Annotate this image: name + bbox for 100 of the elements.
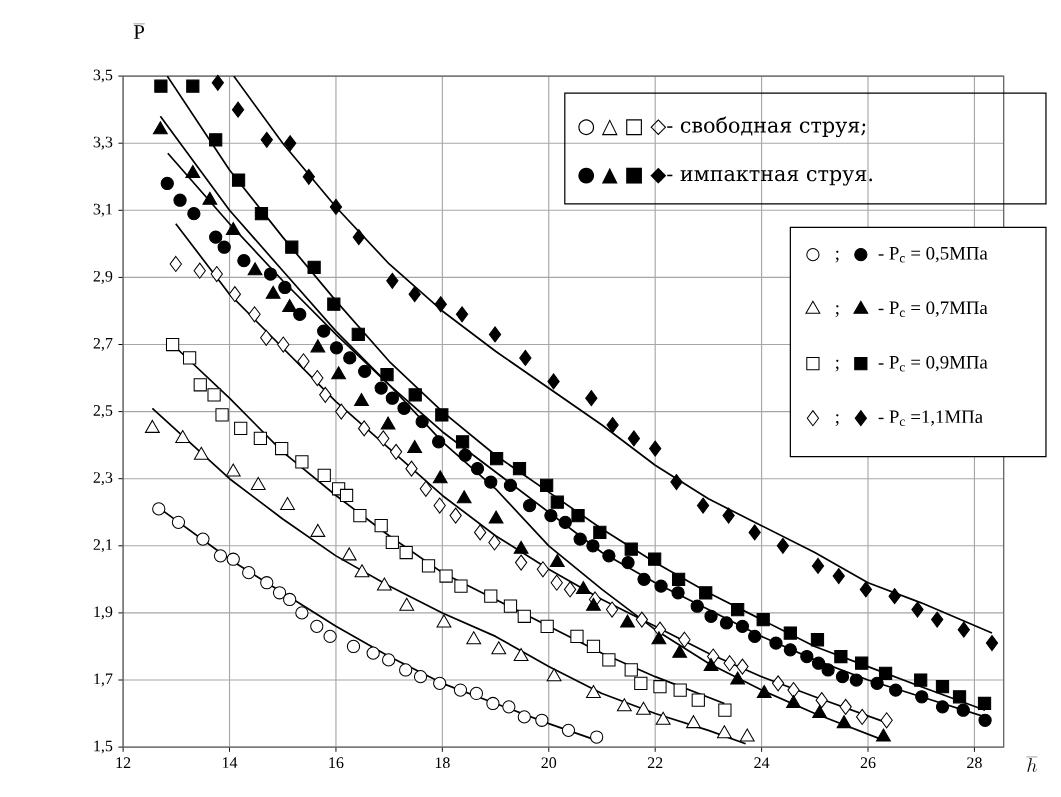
point bbox=[488, 510, 504, 524]
point bbox=[263, 267, 278, 281]
point bbox=[776, 537, 790, 554]
point bbox=[187, 207, 201, 221]
point bbox=[783, 643, 797, 657]
point bbox=[376, 577, 392, 591]
point bbox=[248, 306, 261, 323]
point bbox=[435, 408, 449, 422]
point bbox=[434, 296, 447, 313]
point bbox=[473, 524, 487, 541]
point bbox=[522, 498, 537, 513]
point bbox=[540, 619, 554, 633]
point bbox=[213, 549, 228, 563]
point bbox=[671, 586, 685, 600]
point bbox=[635, 611, 649, 628]
annotation: ; bbox=[835, 305, 839, 317]
y-tick-label: 3,1 bbox=[93, 203, 112, 217]
point bbox=[217, 240, 231, 254]
point bbox=[433, 497, 446, 514]
annotation: ; bbox=[835, 250, 839, 263]
point bbox=[329, 198, 343, 216]
point bbox=[606, 417, 619, 434]
annotation: ○ △ □ ◇- свободная струя; bbox=[578, 116, 866, 138]
point bbox=[696, 497, 710, 514]
point bbox=[835, 670, 850, 684]
point bbox=[573, 532, 587, 546]
point bbox=[783, 626, 797, 640]
point bbox=[466, 631, 482, 645]
legend-label: - P$_{c}$ = 0,7МПа bbox=[878, 301, 988, 317]
point bbox=[786, 695, 801, 709]
point bbox=[317, 468, 331, 483]
point bbox=[283, 592, 297, 607]
point bbox=[870, 676, 884, 691]
legend-label: - P$_{c}$ = 0,9МПа bbox=[878, 355, 988, 372]
point bbox=[193, 378, 207, 392]
point bbox=[399, 597, 415, 611]
x-tick-label: 28 bbox=[967, 757, 982, 769]
point bbox=[593, 525, 607, 540]
point bbox=[277, 336, 290, 353]
point bbox=[152, 121, 168, 135]
point bbox=[408, 388, 422, 402]
point bbox=[673, 683, 687, 697]
point bbox=[513, 648, 529, 662]
point bbox=[859, 581, 873, 598]
y-tick-label: 1,5 bbox=[94, 740, 113, 754]
point bbox=[302, 168, 315, 185]
point bbox=[455, 435, 470, 449]
point bbox=[536, 561, 550, 578]
point bbox=[716, 725, 732, 739]
point bbox=[169, 255, 182, 273]
point bbox=[380, 416, 396, 430]
annotation: ; bbox=[835, 414, 839, 426]
point bbox=[374, 381, 388, 395]
point bbox=[374, 519, 388, 533]
point bbox=[469, 686, 484, 701]
point bbox=[771, 675, 785, 692]
x-tick-label: 14 bbox=[222, 757, 238, 768]
point bbox=[165, 337, 180, 352]
point bbox=[513, 540, 529, 554]
point bbox=[380, 368, 394, 382]
point bbox=[547, 373, 560, 390]
point bbox=[517, 609, 531, 623]
point bbox=[832, 568, 845, 585]
point bbox=[486, 696, 500, 711]
point bbox=[354, 393, 369, 407]
point bbox=[540, 478, 554, 493]
point bbox=[690, 599, 704, 613]
point bbox=[637, 572, 651, 587]
point bbox=[196, 532, 210, 546]
point bbox=[811, 656, 826, 670]
point bbox=[888, 588, 901, 605]
point bbox=[616, 698, 632, 712]
point bbox=[769, 636, 783, 650]
point bbox=[544, 509, 558, 523]
point bbox=[295, 606, 309, 620]
point bbox=[957, 621, 970, 638]
point bbox=[186, 79, 200, 93]
point bbox=[889, 683, 903, 697]
point bbox=[800, 649, 814, 664]
point bbox=[335, 403, 348, 420]
point bbox=[586, 597, 601, 611]
point bbox=[484, 475, 498, 489]
point bbox=[317, 324, 331, 338]
point bbox=[377, 430, 390, 447]
point bbox=[699, 586, 713, 600]
x-tick-label: 22 bbox=[647, 757, 663, 768]
point bbox=[419, 480, 433, 497]
point bbox=[546, 668, 562, 682]
x-tick-label: 18 bbox=[435, 757, 450, 769]
point bbox=[735, 619, 750, 633]
point bbox=[231, 101, 245, 118]
point bbox=[739, 728, 755, 742]
point bbox=[624, 542, 638, 556]
y-tick-label: 2,5 bbox=[93, 405, 113, 419]
point bbox=[810, 633, 825, 647]
point bbox=[731, 602, 745, 617]
point bbox=[502, 700, 516, 714]
point bbox=[855, 656, 869, 670]
point bbox=[977, 696, 992, 711]
point bbox=[484, 589, 498, 603]
